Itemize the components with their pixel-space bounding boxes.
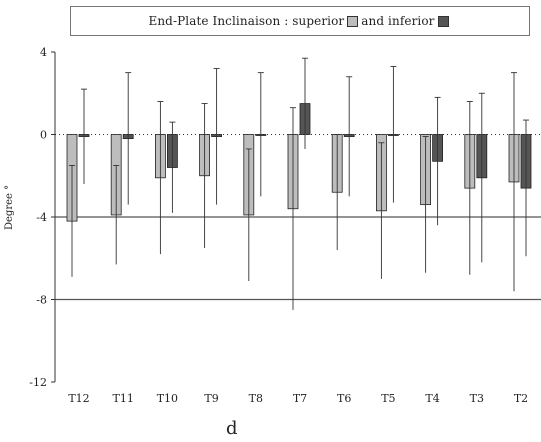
x-tick-label: T10 [157,392,178,405]
x-tick-label: T6 [337,392,351,405]
legend-swatch-inferior [437,15,449,27]
y-tick-label: -4 [36,211,47,224]
x-tick-label: T3 [470,392,484,405]
y-tick-label: -8 [36,294,47,307]
legend-label-inferior: and inferior [361,14,435,28]
x-tick-label: T11 [113,392,134,405]
x-tick-label: T7 [293,392,307,405]
y-tick-label: 0 [40,129,47,142]
figure-caption: d [226,418,238,439]
x-tick-label: T12 [68,392,89,405]
x-tick-label: T5 [381,392,395,405]
x-tick-label: T2 [514,392,528,405]
y-axis-label: Degree ° [4,184,15,230]
legend-swatch-superior [347,15,359,27]
legend: End-Plate Inclinaison : superior and inf… [70,6,530,36]
y-tick-label: 4 [40,46,47,59]
x-tick-label: T4 [425,392,439,405]
x-tick-label: T8 [249,392,263,405]
y-tick-label: -12 [29,376,47,389]
legend-label-superior: End-Plate Inclinaison : superior [148,14,345,28]
x-tick-label: T9 [204,392,218,405]
